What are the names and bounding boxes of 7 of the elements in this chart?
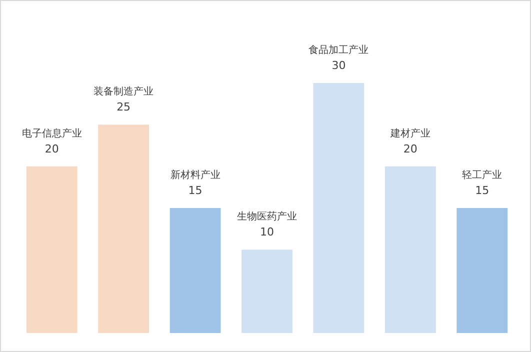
data-label: 轻工产业 15 bbox=[462, 169, 502, 197]
data-label: 生物医药产业 10 bbox=[237, 210, 297, 239]
data-label: 电子信息产业 20 bbox=[22, 127, 82, 156]
data-label: 新材料产业 15 bbox=[170, 169, 220, 197]
data-label: 装备制造产业 25 bbox=[94, 86, 154, 114]
data-label: 建材产业 20 bbox=[389, 127, 430, 156]
data-label: 食品加工产业 30 bbox=[308, 44, 369, 72]
